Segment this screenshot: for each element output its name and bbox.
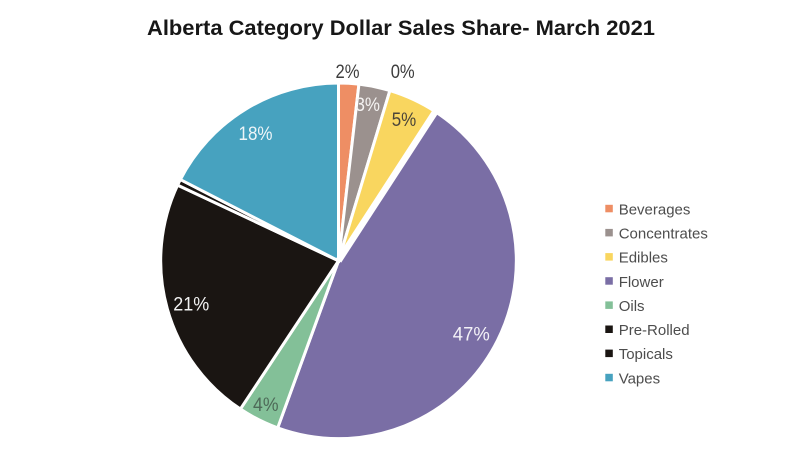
svg-text:0%: 0%: [391, 61, 415, 83]
svg-text:18%: 18%: [239, 123, 273, 145]
svg-text:47%: 47%: [453, 324, 490, 346]
svg-text:Pre-Rolled: Pre-Rolled: [619, 322, 690, 339]
svg-text:Beverages: Beverages: [619, 201, 691, 218]
svg-text:2%: 2%: [336, 61, 360, 83]
svg-text:3%: 3%: [355, 94, 380, 116]
svg-text:Flower: Flower: [619, 274, 664, 291]
svg-text:21%: 21%: [173, 294, 209, 316]
svg-text:Vapes: Vapes: [619, 370, 660, 387]
svg-text:Edibles: Edibles: [619, 250, 668, 267]
svg-text:Alberta Category Dollar Sales: Alberta Category Dollar Sales Share- Mar…: [147, 16, 655, 40]
svg-text:Oils: Oils: [619, 298, 645, 315]
svg-text:Topicals: Topicals: [619, 346, 673, 363]
svg-text:Concentrates: Concentrates: [619, 226, 708, 243]
svg-text:4%: 4%: [253, 394, 279, 416]
svg-text:5%: 5%: [392, 109, 417, 131]
